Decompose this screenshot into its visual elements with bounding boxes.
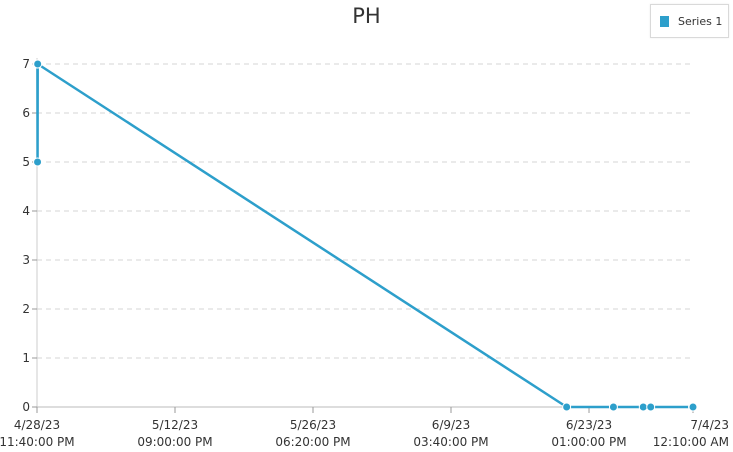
- x-tick-label-time: 01:00:00 PM: [551, 435, 626, 449]
- y-tick-labels: 0 1 2 3 4 5 6 7: [22, 57, 37, 414]
- y-tick-label: 1: [22, 351, 30, 365]
- data-point[interactable]: [638, 402, 648, 412]
- x-tick-label-time: 09:00:00 PM: [137, 435, 212, 449]
- y-tick-label: 4: [22, 204, 30, 218]
- data-point[interactable]: [33, 157, 43, 167]
- y-tick-label: 5: [22, 155, 30, 169]
- y-tick-label: 7: [22, 57, 30, 71]
- legend-swatch-series-1: [660, 15, 669, 27]
- grid-lines: [37, 63, 693, 359]
- x-tick-label-date: 5/26/23: [290, 418, 336, 432]
- x-tick-label-date: 7/4/23: [690, 418, 729, 432]
- x-tick-labels: 4/28/23 11:40:00 PM 5/12/23 09:00:00 PM 5/26…: [0, 407, 729, 449]
- y-tick-label: 2: [22, 302, 30, 316]
- x-tick-label-date: 6/23/23: [566, 418, 612, 432]
- series-1-points: [32, 59, 698, 412]
- data-point[interactable]: [608, 402, 618, 412]
- y-tick-label: 3: [22, 253, 30, 267]
- y-tick-label: 6: [22, 106, 30, 120]
- x-tick-label-time: 03:40:00 PM: [413, 435, 488, 449]
- x-tick-label-date: 6/9/23: [432, 418, 471, 432]
- legend[interactable]: Series 1: [650, 4, 729, 38]
- chart-title: PH: [352, 4, 381, 28]
- x-tick-label-date: 5/12/23: [152, 418, 198, 432]
- x-tick-label-time: 12:10:00 AM: [653, 435, 729, 449]
- axes: [36, 58, 693, 408]
- series-line: [35, 62, 695, 409]
- data-point[interactable]: [688, 402, 698, 412]
- x-tick-label-time: 06:20:00 PM: [275, 435, 350, 449]
- data-point[interactable]: [646, 402, 656, 412]
- data-point[interactable]: [33, 59, 43, 69]
- series-1: [35, 62, 695, 409]
- data-point[interactable]: [562, 402, 572, 412]
- legend-label-series-1: Series 1: [678, 14, 723, 28]
- x-tick-label-time: 11:40:00 PM: [0, 435, 75, 449]
- y-tick-label: 0: [22, 400, 30, 414]
- x-tick-label-date: 4/28/23: [14, 418, 60, 432]
